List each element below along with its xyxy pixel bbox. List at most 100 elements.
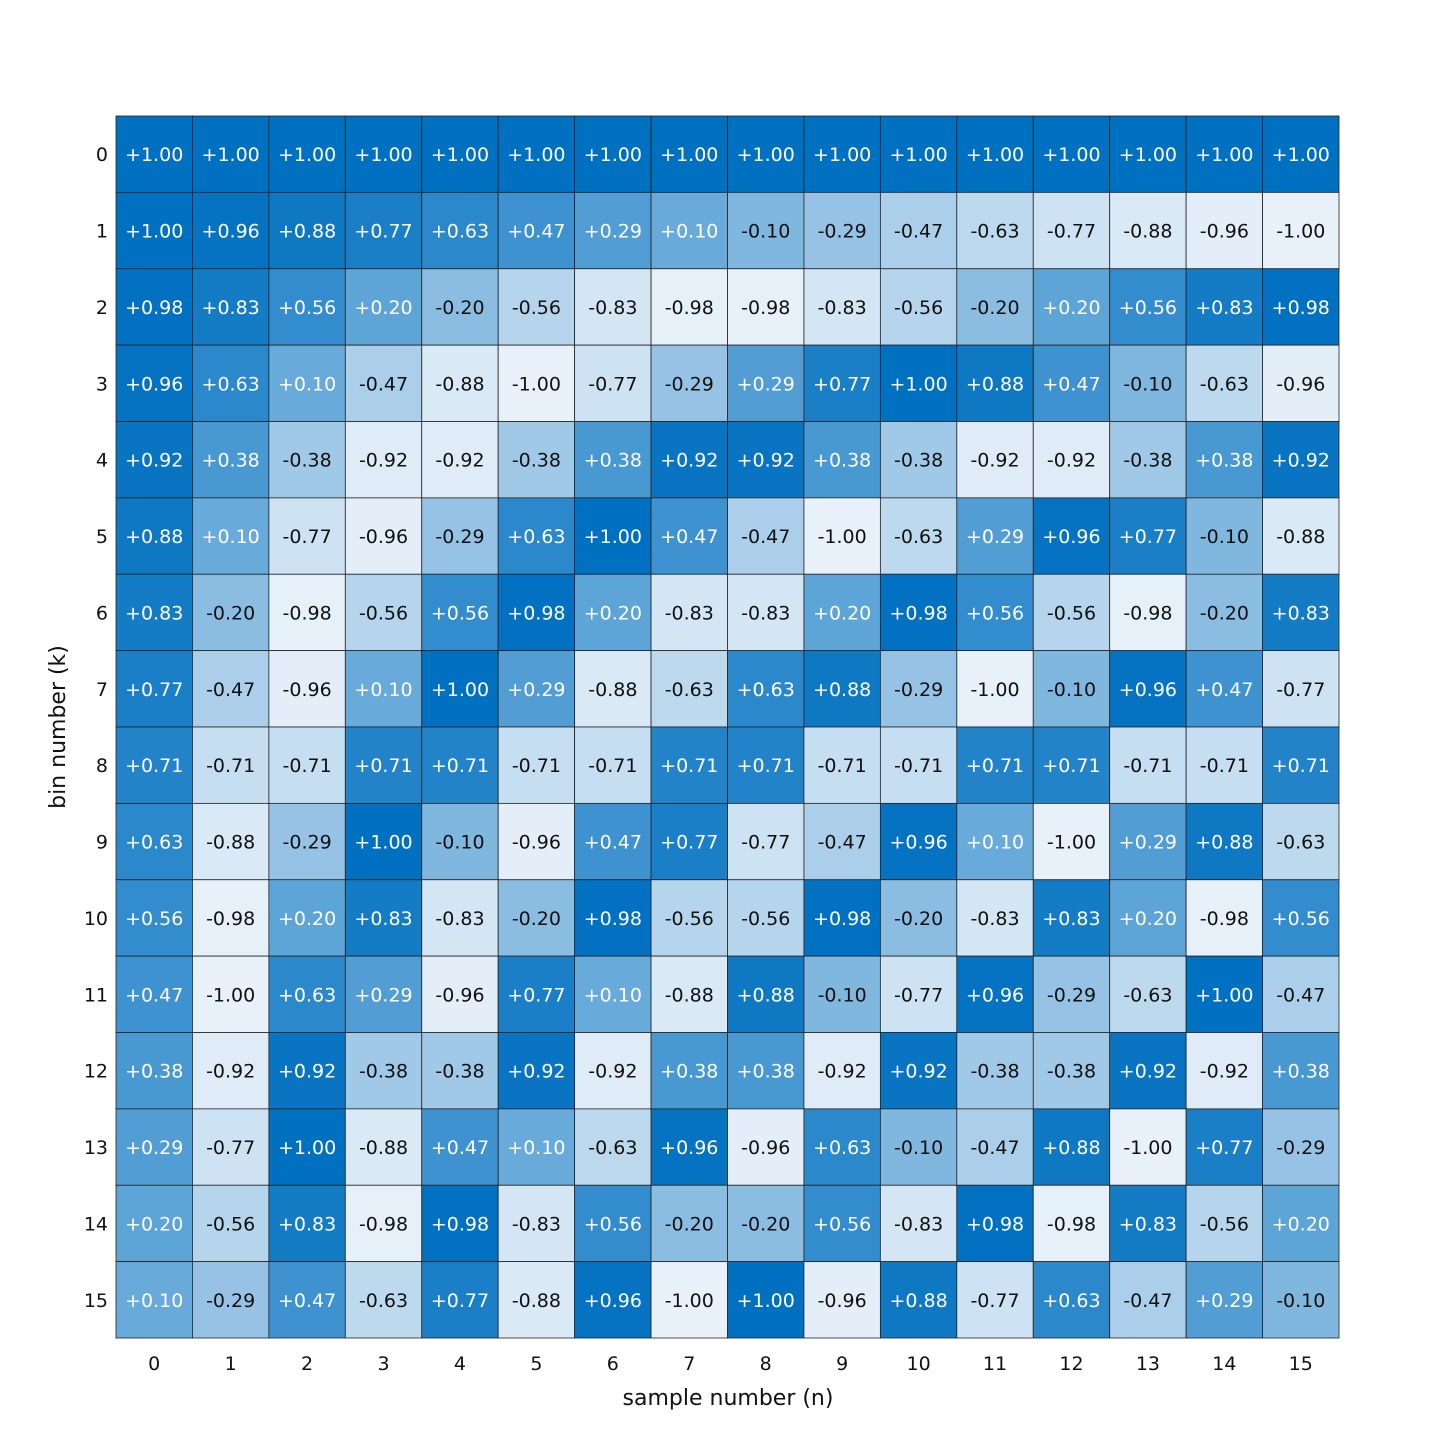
heatmap-cell-k13-n3 [344,1108,423,1186]
heatmap-cell-label-k4-n5: -0.38 [512,450,561,472]
heatmap-cell-label-k10-n6: +0.98 [584,908,642,930]
heatmap-cell-k13-n8 [727,1108,805,1186]
heatmap-cell-label-k5-n13: +0.77 [1119,526,1177,548]
heatmap-cell-k1-n2 [268,191,346,270]
heatmap-cell-label-k1-n11: -0.63 [970,221,1019,243]
heatmap-cell-label-k5-n1: +0.10 [202,526,260,548]
heatmap-cell-k5-n3 [344,497,423,575]
heatmap-cell-k5-n13 [1109,497,1187,575]
heatmap-cell-label-k3-n1: +0.63 [202,373,260,395]
heatmap-cell-k5-n0 [115,497,193,575]
heatmap-cell-label-k2-n9: -0.83 [818,297,867,319]
heatmap-cell-label-k12-n1: -0.92 [206,1061,255,1083]
heatmap-cell-k11-n4 [421,955,499,1033]
heatmap-cell-label-k7-n11: -1.00 [970,679,1019,701]
heatmap-cell-label-k2-n13: +0.56 [1119,297,1177,319]
heatmap-cell-k14-n3 [344,1184,423,1263]
x-tick-label-4: 4 [454,1353,466,1375]
x-tick-label-12: 12 [1059,1353,1083,1375]
heatmap-cell-k12-n15 [1262,1032,1340,1110]
heatmap-cell-label-k7-n3: +0.10 [354,679,412,701]
heatmap-cell-k1-n14 [1185,191,1263,270]
heatmap-cell-label-k8-n12: +0.71 [1042,755,1100,777]
heatmap-cell-k6-n14 [1185,573,1263,652]
heatmap-cell-label-k7-n15: -0.77 [1276,679,1325,701]
heatmap-cell-k12-n14 [1185,1032,1263,1110]
heatmap-cell-k11-n10 [879,955,958,1033]
heatmap-cell-k11-n11 [956,955,1034,1033]
heatmap-cell-label-k12-n2: +0.92 [278,1061,336,1083]
heatmap-cell-k2-n9 [803,268,881,346]
heatmap-cell-label-k6-n8: -0.83 [741,602,790,624]
heatmap-cell-k7-n10 [879,650,958,728]
heatmap-cell-k3-n5 [497,344,576,422]
heatmap-cell-k2-n4 [421,268,499,346]
heatmap-cell-k12-n13 [1109,1032,1187,1110]
heatmap-cell-k12-n12 [1032,1032,1111,1110]
heatmap-cell-k15-n1 [192,1261,270,1339]
heatmap-cell-k9-n11 [956,802,1034,881]
heatmap-cell-label-k1-n7: +0.10 [660,221,718,243]
heatmap-cell-label-k5-n3: -0.96 [359,526,408,548]
heatmap-cell-k7-n11 [956,650,1034,728]
heatmap-cell-label-k2-n14: +0.83 [1195,297,1253,319]
heatmap-cell-label-k9-n14: +0.88 [1195,832,1253,854]
heatmap-cell-k2-n13 [1109,268,1187,346]
heatmap-cell-label-k9-n8: -0.77 [741,832,790,854]
heatmap-cell-k0-n13 [1109,115,1187,193]
heatmap-cell-k9-n9 [803,802,881,881]
heatmap-cell-label-k5-n10: -0.63 [894,526,943,548]
heatmap-cell-label-k15-n14: +0.29 [1195,1290,1253,1312]
heatmap-cell-label-k8-n8: +0.71 [737,755,795,777]
x-axis-label: sample number (n) [623,1386,834,1411]
heatmap-cell-label-k8-n0: +0.71 [125,755,183,777]
heatmap-cell-label-k9-n6: +0.47 [584,832,642,854]
heatmap-cell-k10-n1 [192,879,270,957]
heatmap-cell-label-k2-n1: +0.83 [202,297,260,319]
heatmap-cell-label-k8-n11: +0.71 [966,755,1024,777]
heatmap-cell-label-k2-n8: -0.98 [741,297,790,319]
heatmap-cell-k2-n10 [879,268,958,346]
heatmap-cell-label-k13-n3: -0.88 [359,1137,408,1159]
heatmap-cell-k11-n14 [1185,955,1263,1033]
heatmap-cell-k6-n3 [344,573,423,652]
heatmap-cell-label-k11-n8: +0.88 [737,984,795,1006]
heatmap-cell-k7-n12 [1032,650,1111,728]
heatmap-cell-k13-n1 [192,1108,270,1186]
heatmap-cell-label-k14-n3: -0.98 [359,1213,408,1235]
heatmap-cell-label-k10-n14: -0.98 [1200,908,1249,930]
heatmap-cell-k10-n4 [421,879,499,957]
heatmap-cell-k13-n5 [497,1108,576,1186]
heatmap-cell-label-k4-n13: -0.38 [1123,450,1172,472]
heatmap-cell-label-k12-n11: -0.38 [970,1061,1019,1083]
heatmap-cell-label-k15-n12: +0.63 [1042,1290,1100,1312]
heatmap-cell-k1-n3 [344,191,423,270]
heatmap-cell-label-k9-n7: +0.77 [660,832,718,854]
heatmap-cell-label-k3-n11: +0.88 [966,373,1024,395]
heatmap-cell-k10-n14 [1185,879,1263,957]
heatmap-cell-k6-n15 [1262,573,1340,652]
heatmap-cell-k14-n11 [956,1184,1034,1263]
heatmap-cell-k6-n2 [268,573,346,652]
heatmap-cell-label-k8-n10: -0.71 [894,755,943,777]
heatmap-cell-k9-n1 [192,802,270,881]
heatmap-cell-label-k5-n11: +0.29 [966,526,1024,548]
heatmap-cell-label-k10-n11: -0.83 [970,908,1019,930]
heatmap-cell-label-k4-n14: +0.38 [1195,450,1253,472]
heatmap-cell-k9-n15 [1262,802,1340,881]
heatmap-cell-k1-n11 [956,191,1034,270]
heatmap-cell-label-k5-n2: -0.77 [283,526,332,548]
heatmap-cell-label-k8-n7: +0.71 [660,755,718,777]
heatmap-cell-k14-n10 [879,1184,958,1263]
heatmap-cell-label-k6-n14: -0.20 [1200,602,1249,624]
heatmap-cell-k14-n1 [192,1184,270,1263]
heatmap-cell-k3-n8 [727,344,805,422]
heatmap-cell-k10-n12 [1032,879,1111,957]
heatmap-cell-label-k8-n4: +0.71 [431,755,489,777]
heatmap-cell-label-k13-n6: -0.63 [588,1137,637,1159]
heatmap-cell-label-k1-n4: +0.63 [431,221,489,243]
heatmap-cell-label-k15-n13: -0.47 [1123,1290,1172,1312]
heatmap-cell-k9-n4 [421,802,499,881]
heatmap-cell-label-k7-n2: -0.96 [283,679,332,701]
heatmap-cell-label-k4-n3: -0.92 [359,450,408,472]
